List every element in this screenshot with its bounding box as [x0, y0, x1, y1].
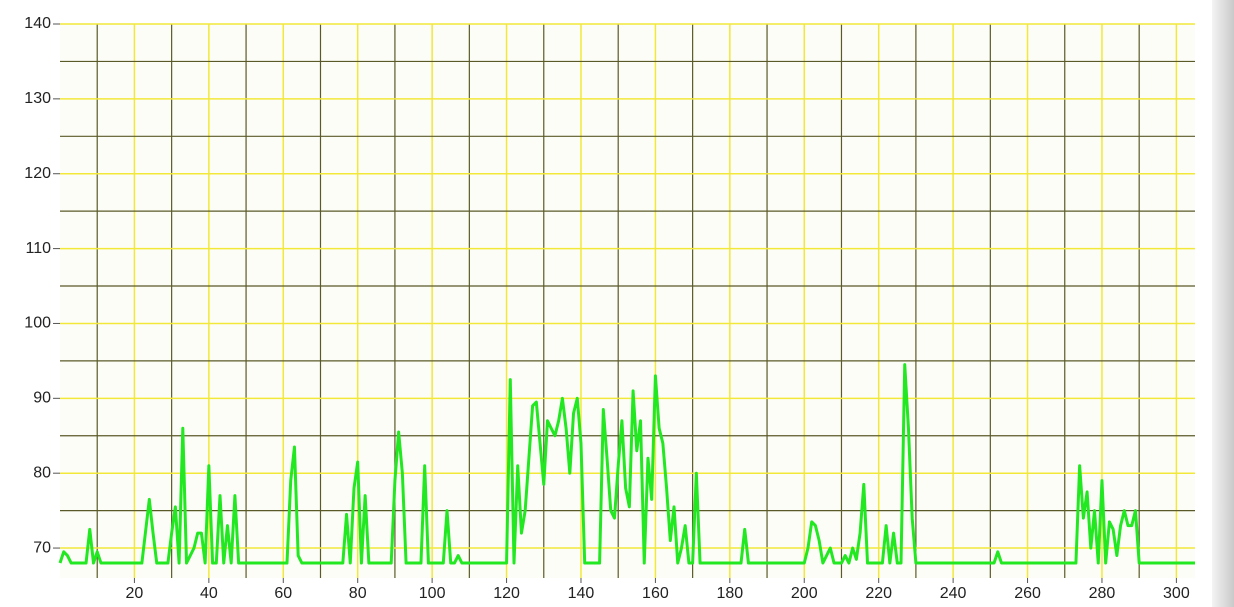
x-tick-label: 220: [865, 585, 892, 602]
y-tick-label: 100: [24, 315, 51, 332]
x-tick-label: 100: [419, 585, 446, 602]
x-tick-label: 280: [1089, 585, 1116, 602]
x-tick-label: 60: [274, 585, 292, 602]
x-tick-label: 240: [940, 585, 967, 602]
x-tick-label: 300: [1163, 585, 1190, 602]
x-tick-label: 120: [493, 585, 520, 602]
y-tick-label: 80: [33, 464, 51, 481]
x-tick-label: 260: [1014, 585, 1041, 602]
x-tick-label: 200: [791, 585, 818, 602]
y-tick-label: 90: [33, 390, 51, 407]
x-tick-label: 180: [716, 585, 743, 602]
y-tick-label: 140: [24, 15, 51, 32]
x-tick-label: 80: [349, 585, 367, 602]
y-tick-label: 70: [33, 539, 51, 556]
y-tick-label: 120: [24, 165, 51, 182]
scroll-edge: [1212, 0, 1234, 607]
y-tick-label: 130: [24, 90, 51, 107]
x-tick-label: 20: [126, 585, 144, 602]
series-line: [58, 363, 1195, 565]
plot-area: [60, 24, 1195, 578]
y-tick-label: 110: [25, 240, 51, 257]
x-tick-label: 160: [642, 585, 669, 602]
x-tick-label: 140: [568, 585, 595, 602]
x-tick-label: 40: [200, 585, 218, 602]
